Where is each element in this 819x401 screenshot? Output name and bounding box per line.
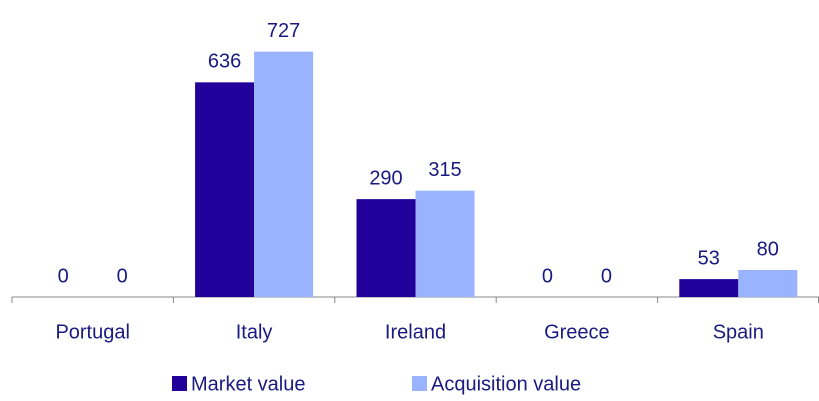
bar bbox=[356, 199, 416, 297]
bar bbox=[415, 190, 475, 297]
x-tick-label: Ireland bbox=[385, 321, 446, 343]
data-label: 290 bbox=[369, 167, 402, 189]
bar bbox=[254, 51, 314, 298]
legend-label: Acquisition value bbox=[431, 373, 581, 395]
x-tick-label: Spain bbox=[713, 321, 764, 343]
legend-swatch bbox=[412, 376, 427, 391]
data-label: 636 bbox=[208, 51, 241, 73]
data-label: 0 bbox=[542, 265, 553, 287]
data-label: 727 bbox=[267, 20, 300, 42]
legend-label: Market value bbox=[191, 373, 306, 395]
x-tick-label: Greece bbox=[544, 321, 610, 343]
x-tick-label: Italy bbox=[236, 321, 273, 343]
bar bbox=[679, 279, 739, 297]
data-label: 0 bbox=[117, 265, 128, 287]
data-label: 0 bbox=[58, 265, 69, 287]
data-label: 80 bbox=[757, 238, 779, 260]
data-label: 315 bbox=[428, 159, 461, 181]
bar bbox=[195, 82, 255, 297]
data-label: 0 bbox=[601, 265, 612, 287]
legend-swatch bbox=[172, 376, 187, 391]
data-label: 53 bbox=[698, 247, 720, 269]
x-tick-label: Portugal bbox=[55, 321, 130, 343]
bar bbox=[738, 270, 798, 297]
